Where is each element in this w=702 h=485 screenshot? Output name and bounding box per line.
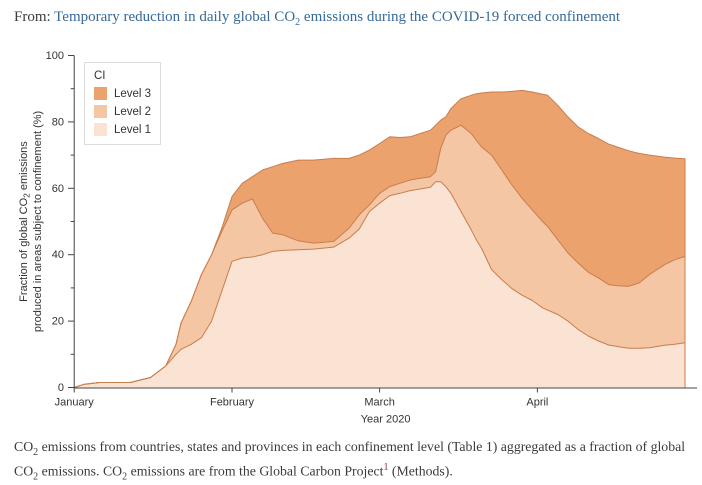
area-level-1 xyxy=(74,181,685,388)
legend-swatch-icon xyxy=(94,105,107,118)
legend-label: Level 2 xyxy=(114,105,152,118)
source-line: From: Temporary reduction in daily globa… xyxy=(14,9,620,28)
chart-legend: CI Level 3 Level 2 Level 1 xyxy=(84,62,162,145)
chart-canvas: 0 20 40 60 80 100 January February March April Yea… xyxy=(18,50,697,426)
area-level-3 xyxy=(74,90,685,388)
boundary-level-1 xyxy=(74,181,686,388)
legend-title: CI xyxy=(94,70,106,82)
legend-item: Level 3 xyxy=(94,87,151,100)
y-tick-label: 0 xyxy=(58,382,64,394)
x-tick-label: February xyxy=(210,397,255,409)
x-axis-title: Year 2020 xyxy=(361,414,411,426)
from-label: From: xyxy=(14,9,51,25)
stacked-area-chart: 0 20 40 60 80 100 January February March April Yea… xyxy=(0,45,702,435)
y-axis-title-line: Fraction of global CO2 emissions xyxy=(18,141,31,302)
article-title-link[interactable]: Temporary reduction in daily global CO2 … xyxy=(54,9,621,28)
figure-caption: CO2 emissions from countries, states and… xyxy=(14,439,686,483)
legend-item: Level 2 xyxy=(94,105,151,118)
x-tick-label: April xyxy=(526,397,548,409)
y-axis-title-line: produced in areas subject to confinement… xyxy=(32,111,44,332)
legend-label: Level 3 xyxy=(114,87,152,100)
legend-swatch-icon xyxy=(94,87,107,100)
x-tick-label: March xyxy=(364,397,395,409)
y-tick-label: 80 xyxy=(52,116,64,128)
boundary-level-3 xyxy=(74,89,686,388)
legend-swatch-icon xyxy=(94,123,107,136)
y-tick-label: 60 xyxy=(52,183,64,195)
x-tick-label: January xyxy=(55,397,95,409)
area-level-2 xyxy=(74,125,685,388)
y-tick-label: 20 xyxy=(52,316,64,328)
y-tick-label: 40 xyxy=(52,249,64,261)
y-tick-label: 100 xyxy=(46,50,64,62)
legend-item: Level 1 xyxy=(94,123,151,136)
legend-label: Level 1 xyxy=(114,123,152,136)
